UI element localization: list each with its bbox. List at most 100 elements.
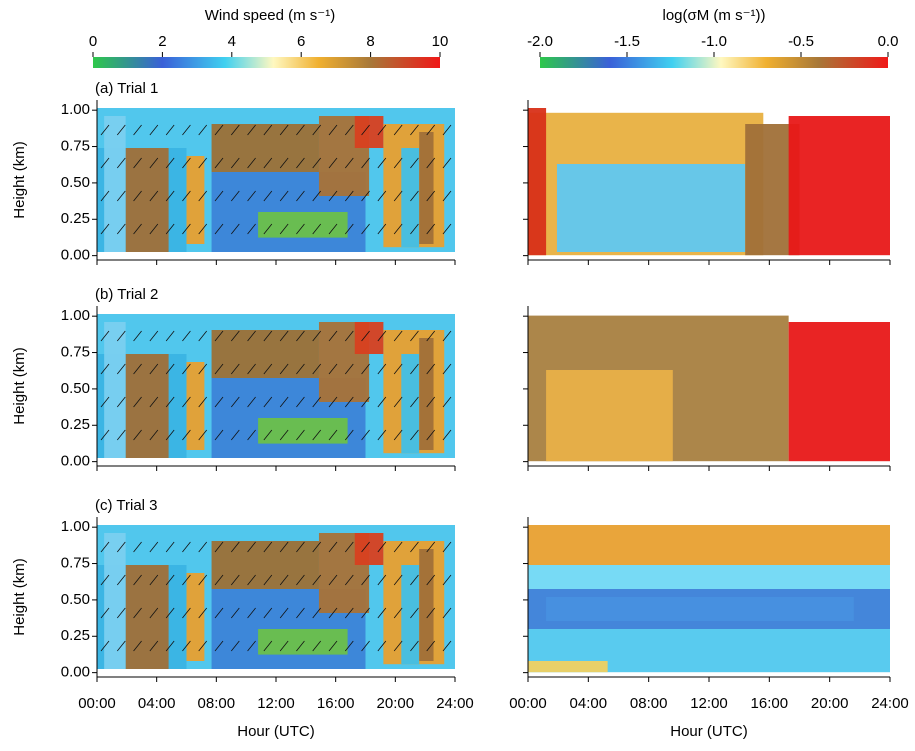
wind-vector (214, 640, 224, 652)
wind-vector (149, 574, 159, 586)
wind-vector (100, 429, 110, 441)
wind-vector (263, 363, 273, 375)
wind-vector (116, 190, 126, 202)
wind-vector (426, 223, 436, 235)
colorbar (93, 57, 440, 68)
wind-vector (328, 607, 338, 619)
x-tick-label: 08:00 (198, 695, 236, 712)
x-tick-label: 04:00 (138, 695, 176, 712)
wind-vector (312, 429, 322, 441)
wind-vector (328, 190, 338, 202)
wind-vector (263, 223, 273, 235)
wind-vector (279, 223, 289, 235)
wind-vector (442, 640, 452, 652)
field-region (546, 370, 673, 462)
wind-vector (442, 223, 452, 235)
wind-vector (116, 429, 126, 441)
wind-vector (361, 157, 370, 169)
wind-vector (344, 223, 354, 235)
wind-vector (247, 363, 256, 375)
wind-vector (263, 607, 273, 619)
wind-vector (149, 157, 159, 169)
wind-vector (165, 574, 175, 586)
wind-vector (442, 607, 452, 619)
y-tick-label: 0.00 (61, 247, 90, 264)
wind-vector (247, 396, 256, 408)
wind-vector (393, 640, 403, 652)
wind-vector (116, 640, 126, 652)
field-region (211, 124, 319, 172)
wind-vector (116, 157, 126, 169)
wind-vector (344, 541, 354, 553)
y-tick-label: 0.00 (61, 664, 90, 681)
wind-vector (296, 640, 305, 652)
wind-vector (312, 223, 322, 235)
wind-vector (410, 429, 419, 441)
colorbar-tick-label: 8 (366, 33, 374, 50)
field-region (211, 330, 319, 378)
field-region (354, 533, 384, 565)
wind-vector (247, 124, 256, 136)
wind-vector (296, 124, 305, 136)
y-tick-label: 0.50 (61, 174, 90, 191)
field-region (186, 573, 205, 661)
x-tick-label: 08:00 (630, 695, 668, 712)
wind-vector (247, 190, 256, 202)
wind-vector (410, 574, 419, 586)
wind-vector (344, 574, 354, 586)
wind-vector (312, 574, 322, 586)
field-region (788, 116, 890, 256)
wind-vector (133, 330, 142, 342)
wind-vector (263, 574, 273, 586)
wind-vector (263, 396, 273, 408)
wind-vector (149, 396, 159, 408)
wind-vector (393, 190, 403, 202)
wind-vector (133, 607, 142, 619)
wind-vector (296, 429, 305, 441)
field-region (419, 549, 434, 661)
wind-vector (312, 541, 322, 553)
wind-vector (279, 330, 289, 342)
wind-vector (133, 190, 142, 202)
field-region (528, 108, 547, 256)
wind-vector (100, 607, 110, 619)
wind-vector (361, 190, 370, 202)
field-region (528, 565, 890, 589)
wind-vector (279, 190, 289, 202)
wind-vector (100, 223, 110, 235)
wind-vector (328, 574, 338, 586)
wind-vector (410, 157, 419, 169)
wind-vector (410, 223, 419, 235)
x-tick-label: 16:00 (317, 695, 355, 712)
wind-vector (214, 396, 224, 408)
wind-vector (100, 330, 110, 342)
wind-vector (182, 124, 191, 136)
wind-vector (312, 190, 322, 202)
wind-vector (165, 157, 175, 169)
wind-vector (165, 396, 175, 408)
wind-vector (247, 330, 256, 342)
wind-vector (296, 396, 305, 408)
wind-vector (393, 396, 403, 408)
wind-vector (214, 363, 224, 375)
wind-vector (182, 429, 191, 441)
wind-vector (182, 223, 191, 235)
wind-vector (279, 429, 289, 441)
y-tick-label: 0.25 (61, 627, 90, 644)
wind-vector (361, 223, 370, 235)
wind-vector (361, 429, 370, 441)
wind-vector (165, 363, 175, 375)
wind-vector (182, 190, 191, 202)
wind-vector (214, 429, 224, 441)
wind-vector (312, 157, 322, 169)
wind-vector (116, 607, 126, 619)
wind-vector (361, 124, 370, 136)
wind-vector (116, 396, 126, 408)
field-region (546, 597, 854, 621)
wind-vector (263, 541, 273, 553)
wind-vector (165, 429, 175, 441)
field-region (401, 354, 420, 454)
wind-vector (100, 640, 110, 652)
y-tick-label: 0.50 (61, 380, 90, 397)
wind-vector (230, 124, 240, 136)
